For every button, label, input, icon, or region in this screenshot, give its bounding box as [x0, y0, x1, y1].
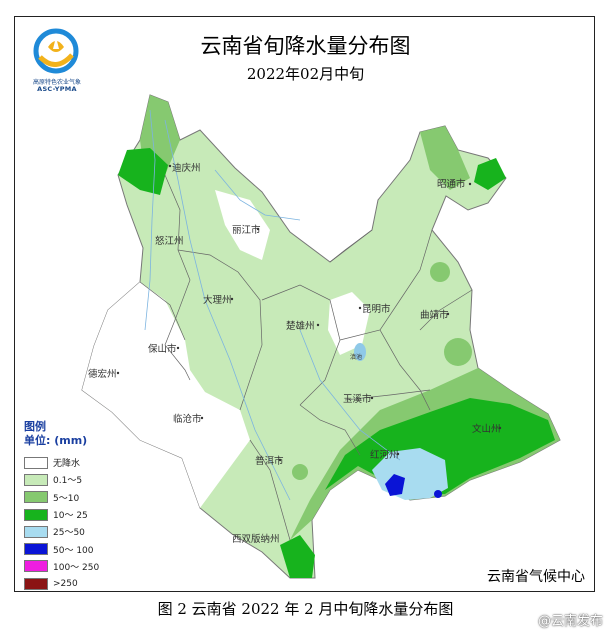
map-title: 云南省旬降水量分布图 [200, 34, 411, 58]
label-xishuangbanna: 西双版纳州 [232, 533, 280, 545]
label-zhaotong: 昭通市 [437, 178, 466, 190]
prefecture-boundaries [139, 174, 473, 541]
legend-unit: 单位: (mm) [24, 434, 88, 447]
legend-label: 无降水 [53, 459, 81, 470]
rain-50-100-spot [434, 490, 442, 498]
city-markers [116, 164, 502, 462]
legend-item: 0.1～5 [24, 471, 99, 488]
river-lines [144, 109, 401, 501]
legend-label: 5～10 [53, 493, 80, 504]
agency-logo [26, 27, 86, 91]
legend-swatch [24, 491, 48, 504]
legend-label: 50～ 100 [53, 545, 94, 556]
label-kunming: 昆明市 [362, 303, 391, 315]
legend-swatch [24, 543, 48, 556]
label-lijiang: 丽江市 [232, 224, 261, 236]
legend-item: 100～ 250 [24, 558, 99, 575]
logo-abbreviation: ASC-YPMA [37, 85, 77, 93]
label-dianchi: 滇池 [350, 353, 362, 361]
legend-items: 无降水 0.1～5 5～10 10～ 25 25～50 50～ 100 100～ 250 >2… [24, 454, 99, 592]
rain-10-25-southwest [280, 535, 315, 578]
label-nujiang: 怒江州 [155, 235, 184, 247]
rain-5-10-patch-3 [292, 464, 308, 480]
rain-5-10-patch-1 [430, 262, 450, 282]
legend-item: 5～10 [24, 489, 99, 506]
label-diqing: 迪庆州 [172, 162, 201, 174]
rain-10-25-northwest [118, 148, 168, 195]
label-honghe: 红河州 [370, 449, 399, 461]
legend-swatch [24, 456, 48, 469]
map-subtitle: 2022年02月中旬 [246, 65, 365, 83]
legend-label: 100～ 250 [53, 562, 100, 573]
watermark: @云南发布 [537, 614, 603, 629]
logo-org-text: 高原特色农业气象 [32, 79, 81, 86]
legend-label: >250 [53, 578, 78, 589]
rain-5-10-patch-2 [444, 338, 472, 366]
rain-5-10-northeast [420, 126, 470, 190]
label-yuxi: 玉溪市 [343, 393, 372, 405]
label-chuxiong: 楚雄州 [286, 320, 315, 332]
agency-name: 云南省气候中心 [487, 569, 585, 585]
rain-10-25-zhaotong [474, 158, 506, 190]
map-legend: 图例 单位: (mm) 无降水 0.1～5 5～10 10～ 25 25～50 50～ 1… [24, 420, 99, 592]
no-rain-area-north [215, 190, 270, 260]
logo-swirl-icon [33, 28, 79, 74]
dianchi-lake [354, 343, 366, 361]
legend-swatch [24, 577, 48, 590]
no-rain-area-west [82, 282, 250, 508]
legend-swatch [24, 525, 48, 538]
label-puer: 普洱市 [255, 455, 284, 467]
label-wenshan: 文山州 [472, 423, 501, 435]
label-dali: 大理州 [203, 294, 232, 306]
legend-item: 10～ 25 [24, 506, 99, 523]
label-lincang: 临沧市 [173, 413, 202, 425]
legend-swatch [24, 473, 48, 486]
legend-label: 25～50 [53, 528, 85, 539]
label-baoshan: 保山市 [148, 343, 177, 355]
legend-label: 10～ 25 [53, 511, 88, 522]
rain-50-100-area [385, 474, 405, 496]
label-qujing: 曲靖市 [420, 309, 449, 321]
legend-item: 25～50 [24, 523, 99, 540]
legend-item: 无降水 [24, 454, 99, 471]
legend-heading: 图例 [24, 420, 46, 433]
label-dehong: 德宏州 [88, 368, 117, 380]
legend-swatch [24, 560, 48, 573]
legend-item: >250 [24, 575, 99, 592]
legend-item: 50～ 100 [24, 540, 99, 557]
legend-label: 0.1～5 [53, 476, 83, 487]
figure-caption: 图 2 云南省 2022 年 2 月中旬降水量分布图 [157, 600, 454, 618]
legend-swatch [24, 508, 48, 521]
